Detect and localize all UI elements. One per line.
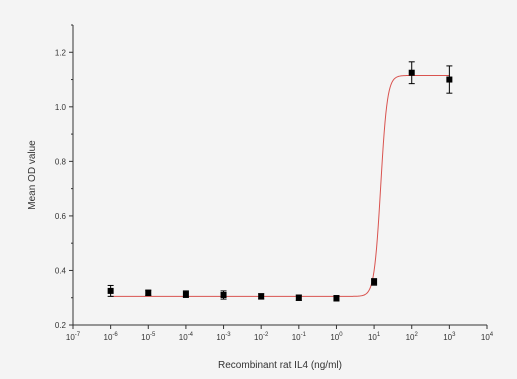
axes (72, 25, 487, 326)
y-tick-label: 1.0 (55, 103, 67, 112)
x-tick-label: 10-3 (216, 332, 231, 342)
y-tick-label: 0.2 (55, 321, 67, 330)
data-point (107, 287, 114, 294)
x-tick-label: 10-6 (104, 332, 119, 342)
data-point (408, 69, 415, 76)
data-point (182, 291, 189, 298)
x-axis-ticks: 10-7 10-6 10-5 10-4 10-3 10-2 10-1 100 101 102 103… (66, 325, 494, 342)
data-point (333, 295, 340, 302)
x-tick-label: 10-4 (179, 332, 194, 342)
data-point (145, 289, 152, 296)
y-axis-ticks: 0.2 0.4 0.6 0.8 1.0 1.2 (55, 24, 73, 330)
fit-curve (110, 74, 450, 297)
data-point (446, 76, 453, 83)
data-point (258, 293, 265, 300)
data-point (371, 278, 378, 285)
plot-frame (72, 25, 487, 326)
data-points (107, 61, 453, 302)
x-tick-label: 101 (368, 332, 381, 342)
x-tick-label: 103 (443, 332, 456, 342)
x-tick-label: 102 (406, 332, 419, 342)
y-axis-label: Mean OD value (27, 140, 38, 210)
x-tick-label: 100 (330, 332, 343, 342)
y-tick-label: 0.6 (55, 212, 67, 221)
x-axis-label: Recombinant rat IL4 (ng/ml) (218, 360, 342, 371)
y-tick-label: 1.2 (55, 48, 67, 57)
y-tick-label: 0.8 (55, 157, 67, 166)
x-tick-label: 10-5 (141, 332, 156, 342)
data-point (295, 294, 302, 301)
data-point (220, 292, 227, 298)
x-tick-label: 10-2 (254, 332, 269, 342)
x-tick-label: 10-1 (292, 332, 307, 342)
x-tick-label: 104 (481, 332, 494, 342)
y-tick-label: 0.4 (55, 266, 67, 275)
x-tick-label: 10-7 (66, 332, 81, 342)
